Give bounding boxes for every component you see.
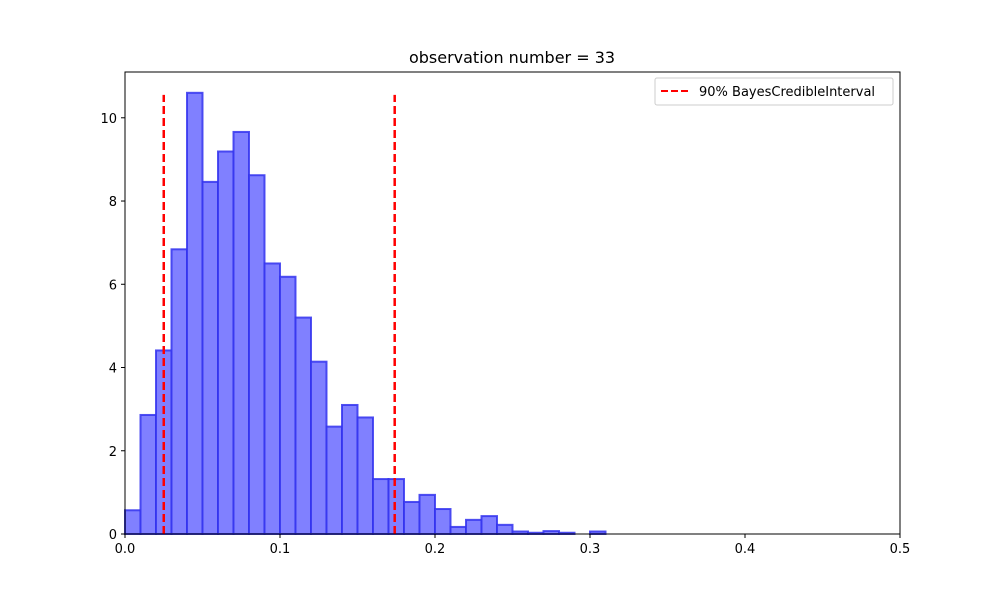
y-axis: 0 2 4 6 8 10 bbox=[100, 112, 125, 543]
histogram-bar bbox=[201, 180, 219, 536]
histogram-bar bbox=[372, 478, 390, 535]
histogram-bar bbox=[217, 150, 235, 536]
x-tick-label: 0.3 bbox=[580, 542, 601, 557]
histogram-bar bbox=[465, 518, 483, 535]
chart-title: observation number = 33 bbox=[409, 48, 615, 67]
histogram-bar bbox=[310, 360, 328, 535]
histogram-bar bbox=[279, 275, 297, 535]
histogram-bar bbox=[387, 478, 405, 535]
histogram-bar bbox=[356, 416, 374, 536]
histogram-bar bbox=[449, 525, 467, 535]
y-tick-label: 0 bbox=[109, 528, 117, 543]
histogram-bar bbox=[263, 262, 281, 535]
x-axis: 0.0 0.1 0.2 0.3 0.4 0.5 bbox=[115, 534, 911, 557]
y-tick-label: 2 bbox=[109, 445, 117, 460]
histogram-bar bbox=[496, 523, 514, 536]
histogram-bar bbox=[248, 174, 266, 535]
histogram-bar bbox=[403, 500, 421, 536]
histogram-bar bbox=[434, 508, 452, 536]
x-tick-label: 0.0 bbox=[115, 542, 136, 557]
histogram-bar bbox=[186, 91, 204, 535]
histogram-bar bbox=[232, 130, 250, 535]
credible-interval-lines bbox=[162, 94, 396, 534]
x-tick-label: 0.1 bbox=[270, 542, 291, 557]
x-tick-label: 0.4 bbox=[735, 542, 756, 557]
legend-label: 90% BayesCredibleInterval bbox=[699, 85, 875, 100]
histogram-bar bbox=[325, 425, 343, 535]
histogram-bar bbox=[124, 509, 142, 535]
y-tick-label: 10 bbox=[100, 112, 117, 127]
y-tick-label: 6 bbox=[109, 278, 117, 293]
histogram-bar bbox=[294, 316, 312, 535]
legend-box bbox=[654, 77, 894, 106]
histogram-bar bbox=[480, 515, 498, 536]
histogram-bar bbox=[418, 493, 436, 535]
y-tick-label: 4 bbox=[109, 362, 117, 377]
histogram-bar bbox=[139, 413, 157, 535]
histogram-bar bbox=[170, 248, 188, 535]
y-tick-label: 8 bbox=[109, 195, 117, 210]
x-tick-label: 0.5 bbox=[890, 542, 911, 557]
plot-frame bbox=[124, 71, 901, 535]
histogram-bars bbox=[124, 91, 607, 536]
histogram-bar bbox=[341, 403, 359, 535]
legend: 90% BayesCredibleInterval bbox=[654, 77, 894, 106]
x-tick-label: 0.2 bbox=[425, 542, 446, 557]
